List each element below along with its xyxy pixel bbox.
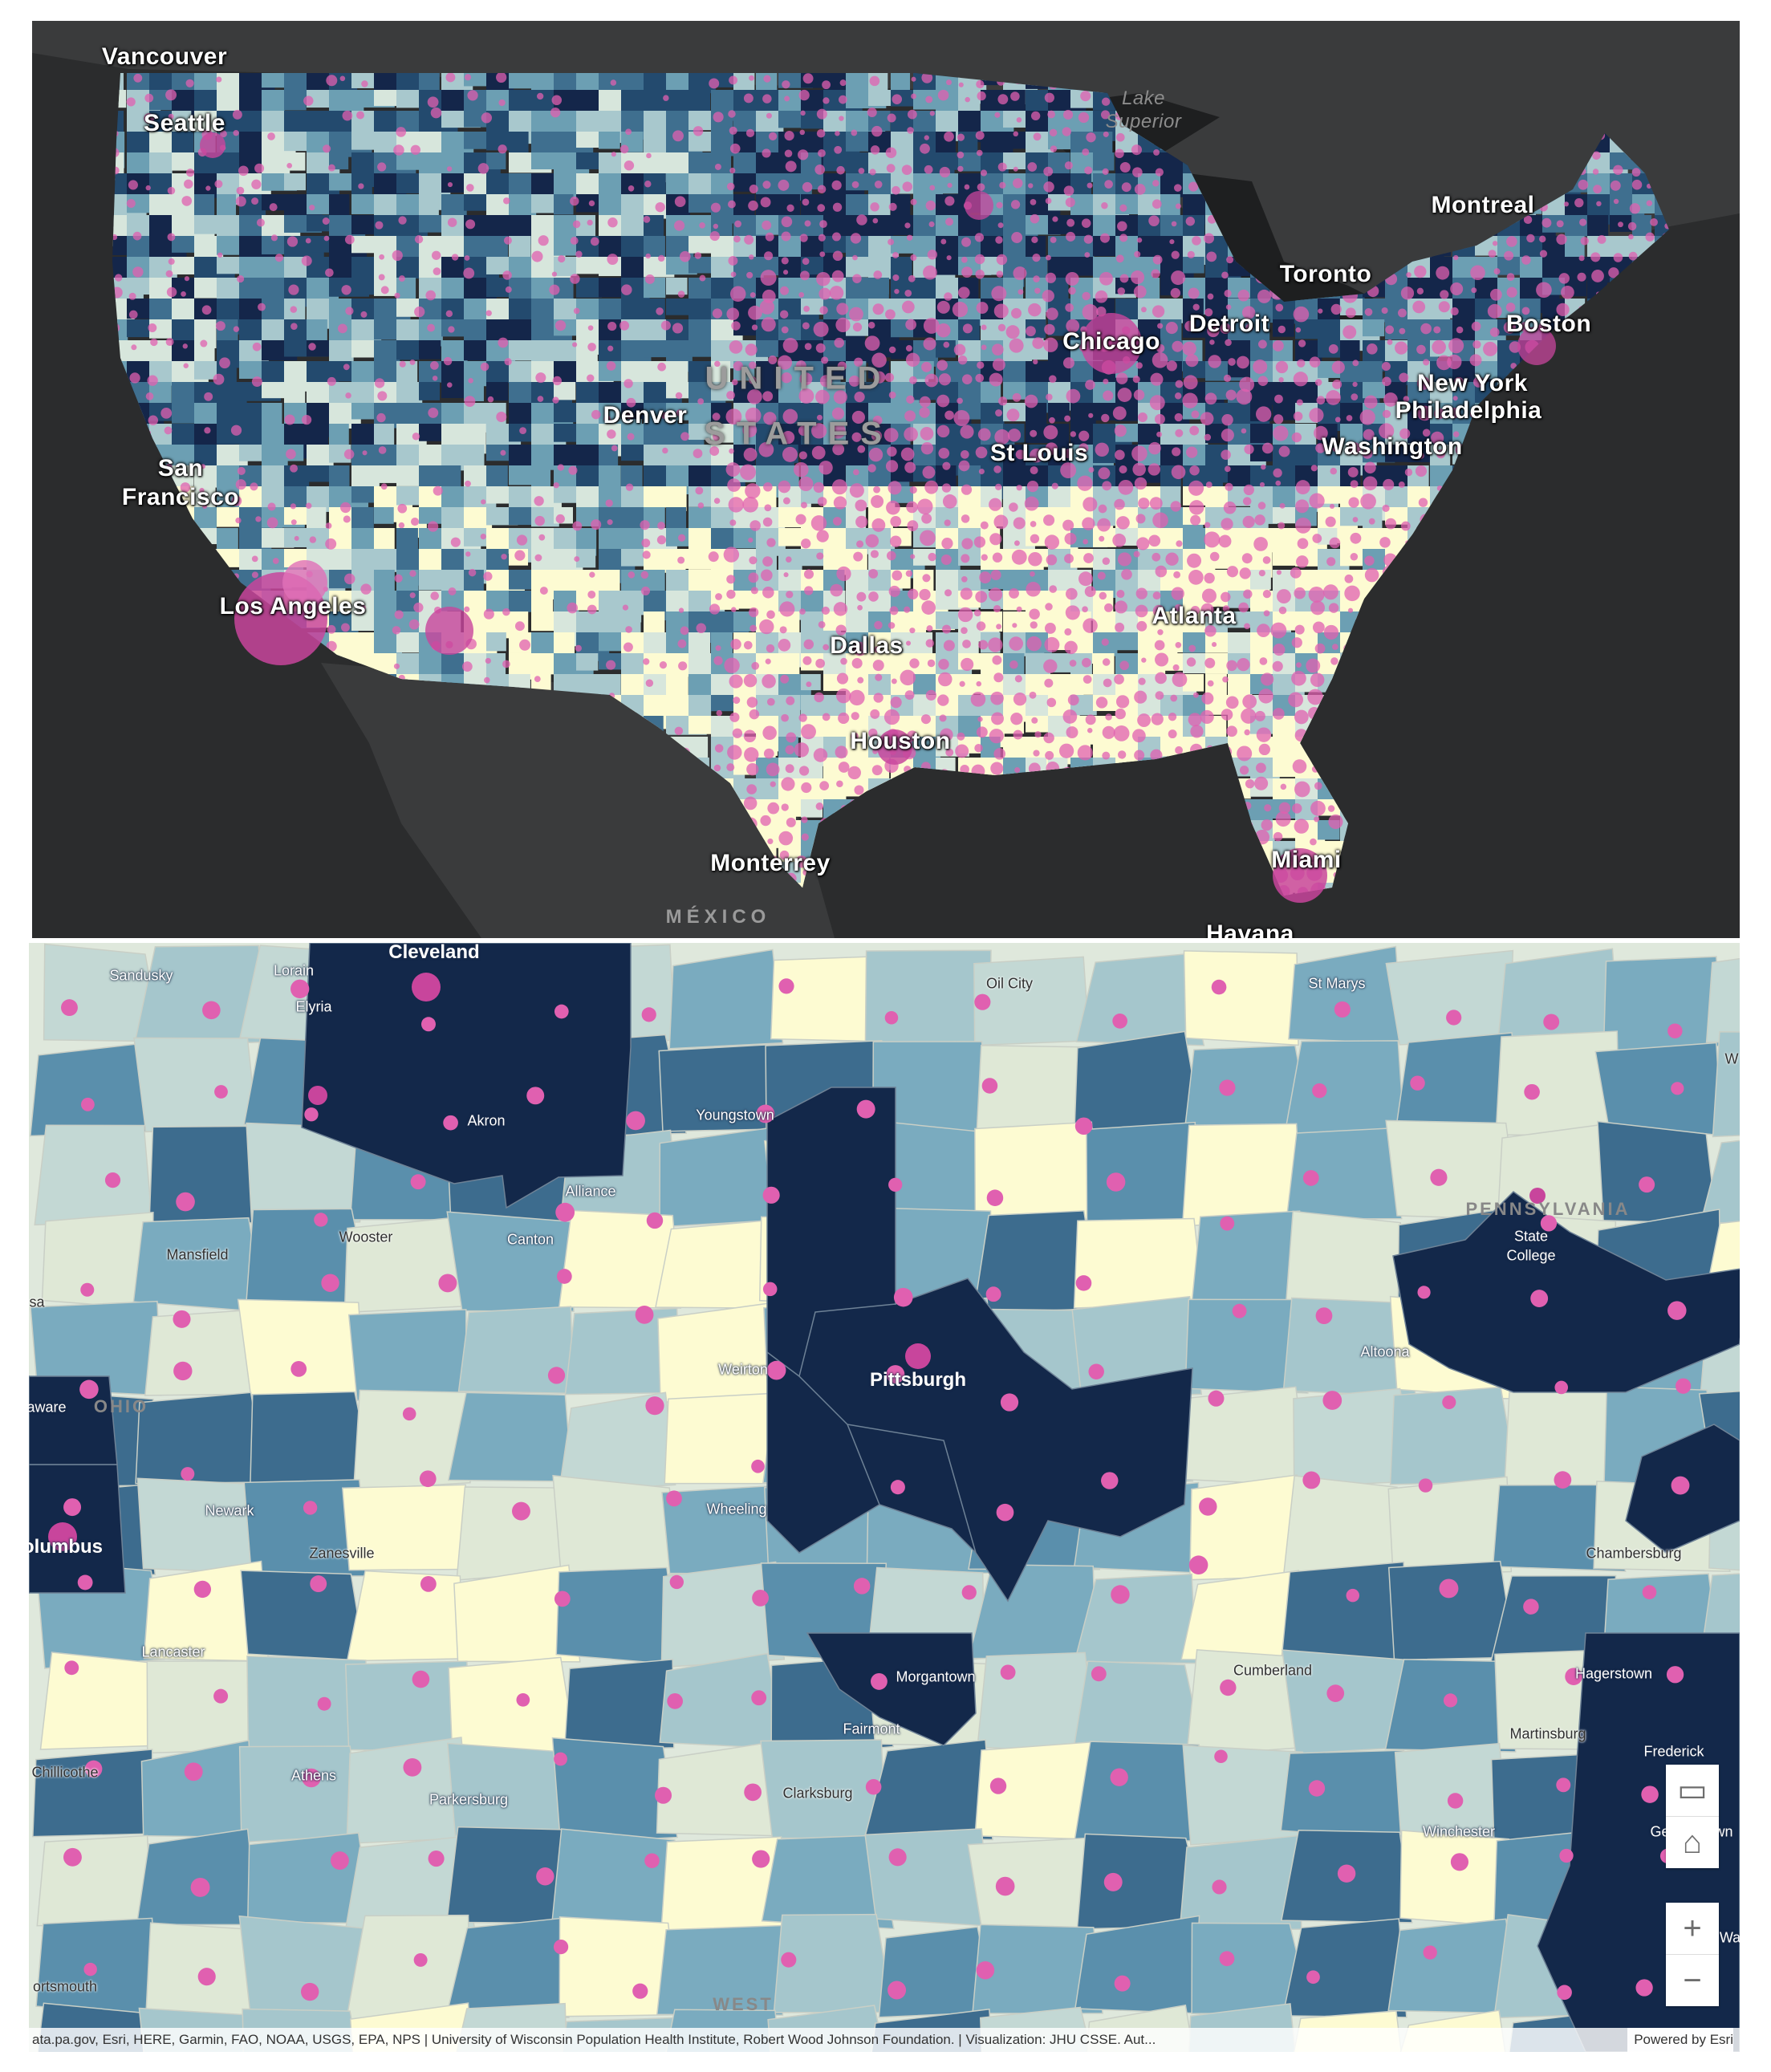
label-zanesville: Zanesville — [309, 1545, 375, 1562]
miami-bubble — [1273, 848, 1327, 903]
label-boston: Boston — [1505, 311, 1592, 337]
zoom-controls: + − — [1666, 1903, 1719, 2006]
label-edge-sa: sa — [29, 1294, 45, 1310]
label-montreal: Montreal — [1431, 192, 1535, 218]
label-seattle: Seattle — [144, 110, 225, 136]
label-los-angeles: Los Angeles — [219, 593, 367, 620]
label-san-francisco-line2: Francisco — [121, 484, 240, 510]
map-attribution[interactable]: ata.pa.gov, Esri, HERE, Garmin, FAO, NOA… — [29, 2028, 1740, 2052]
label-st-marys: St Marys — [1308, 975, 1366, 992]
houston-bubble — [877, 729, 912, 765]
label-washington: Washington — [1322, 433, 1463, 460]
label-oil-city: Oil City — [986, 975, 1033, 992]
label-altoona: Altoona — [1360, 1343, 1410, 1360]
label-canton: Canton — [506, 1231, 554, 1248]
label-portsmouth: ortsmouth — [32, 1978, 98, 1995]
label-united: UNITED — [705, 360, 892, 396]
us-overview-map[interactable]: Vancouver Seattle Lake Superior Montreal… — [32, 21, 1740, 938]
label-lorain: Lorain — [273, 962, 315, 979]
label-chambersburg: Chambersburg — [1586, 1545, 1682, 1562]
label-denver: Denver — [603, 402, 688, 429]
chicago-bubble — [1081, 313, 1142, 374]
powered-by-esri[interactable]: Powered by Esri — [1627, 2028, 1733, 2052]
label-new-york: New York — [1417, 370, 1528, 396]
label-st-louis: St Louis — [989, 440, 1089, 466]
label-lake-superior-line1: Lake — [1121, 87, 1166, 110]
screen-icon[interactable]: ▭ — [1677, 1773, 1708, 1808]
label-dallas: Dallas — [830, 632, 904, 659]
label-houston: Houston — [850, 728, 951, 754]
label-wheeling: Wheeling — [706, 1501, 767, 1517]
label-elyria: Elyria — [295, 998, 332, 1015]
label-pennsylvania: PENNSYLVANIA — [1465, 1199, 1631, 1219]
label-columbus: olumbus — [29, 1536, 103, 1558]
label-lake-superior: Lake Superior — [1106, 87, 1182, 134]
label-mansfield: Mansfield — [166, 1246, 229, 1263]
new-york-bubble — [1517, 327, 1556, 365]
view-controls: ▭ ⌂ — [1666, 1765, 1719, 1868]
label-chicago: Chicago — [1062, 328, 1160, 355]
label-delaware: aware — [29, 1399, 67, 1416]
label-alliance: Alliance — [565, 1183, 616, 1200]
label-san-francisco-line1: San — [157, 455, 204, 481]
label-hagerstown: Hagerstown — [1574, 1665, 1653, 1682]
label-weirton: Weirton — [718, 1361, 768, 1378]
label-frederick: Frederick — [1643, 1743, 1704, 1760]
label-ohio: OHIO — [93, 1396, 149, 1416]
label-fairmont: Fairmont — [843, 1721, 900, 1737]
label-havana: Havana — [1206, 920, 1294, 938]
label-newark: Newark — [205, 1502, 254, 1519]
label-state-college-line1: State — [1513, 1228, 1549, 1245]
phoenix-bubble — [425, 607, 473, 655]
label-morgantown: Morgantown — [896, 1668, 976, 1685]
regional-zoom-map[interactable]: Sandusky Lorain Cleveland Elyria Oil Cit… — [29, 943, 1740, 2052]
label-athens: Athens — [290, 1767, 337, 1784]
label-parkersburg: Parkersburg — [429, 1791, 509, 1808]
label-sandusky: Sandusky — [109, 967, 173, 984]
label-chillicothe: Chillicothe — [31, 1764, 99, 1781]
label-cleveland: Cleveland — [388, 943, 480, 963]
label-wooster: Wooster — [339, 1229, 393, 1245]
regional-map-canvas — [29, 943, 1740, 2052]
label-winchester: Winchester — [1422, 1823, 1496, 1840]
label-lancaster: Lancaster — [141, 1643, 205, 1660]
label-detroit: Detroit — [1188, 311, 1270, 337]
label-atlanta: Atlanta — [1152, 603, 1237, 629]
label-cumberland: Cumberland — [1233, 1662, 1313, 1679]
zoom-out-button[interactable]: − — [1666, 1954, 1719, 2006]
label-clarksburg: Clarksburg — [782, 1785, 853, 1802]
zoom-in-button[interactable]: + — [1683, 1910, 1702, 1946]
label-monterrey: Monterrey — [710, 850, 831, 876]
case-dots-zoom — [48, 973, 1692, 2001]
label-akron: Akron — [467, 1112, 506, 1129]
label-lake-superior-line2: Superior — [1105, 111, 1182, 132]
label-edge-wa: Wa — [1719, 1929, 1740, 1946]
label-edge-w: W — [1724, 1050, 1739, 1067]
lake-huron-erie — [1188, 173, 1396, 326]
label-philadelphia: Philadelphia — [1395, 397, 1542, 424]
label-martinsburg: Martinsburg — [1509, 1725, 1586, 1742]
label-youngstown: Youngstown — [696, 1107, 774, 1123]
us-map-canvas — [32, 21, 1740, 938]
label-state-college-line2: College — [1506, 1247, 1556, 1264]
label-mexico: MÉXICO — [665, 906, 771, 928]
label-miami: Miami — [1271, 847, 1342, 873]
label-vancouver: Vancouver — [101, 43, 228, 70]
major-city-bubbles — [200, 132, 1556, 903]
canada-land — [32, 21, 1740, 342]
county-choropleth-zoom — [29, 943, 1740, 2052]
label-pittsburgh: Pittsburgh — [870, 1369, 966, 1391]
label-toronto: Toronto — [1279, 261, 1372, 287]
label-states: STATES — [704, 416, 893, 452]
label-west: WEST — [713, 1994, 774, 2014]
home-icon[interactable]: ⌂ — [1666, 1816, 1719, 1868]
